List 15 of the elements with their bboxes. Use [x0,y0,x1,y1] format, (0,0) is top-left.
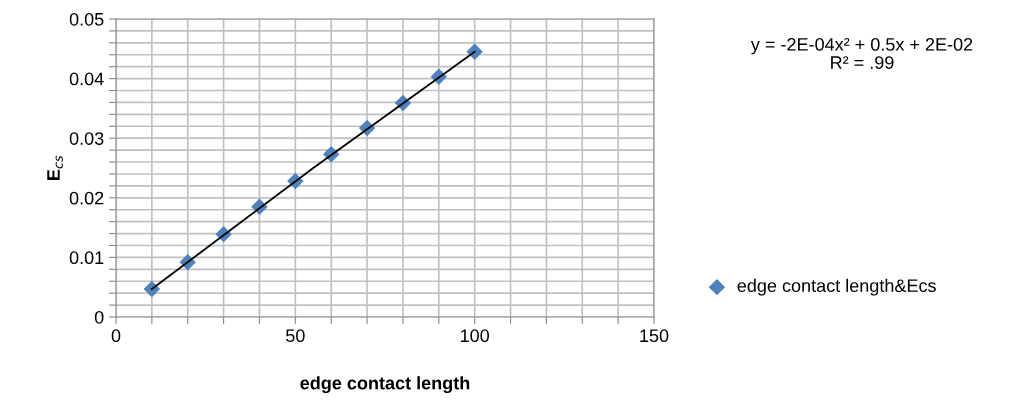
x-axis-title: edge contact length [300,376,470,394]
y-tick-label: 0.02 [69,191,104,205]
y-axis-title: E$_{cs}$ [47,155,63,180]
x-tick-label: 150 [640,329,669,343]
y-tick-label: 0.05 [69,12,104,26]
y-tick-label: 0.03 [69,132,104,145]
point [466,43,483,60]
x-tick-label: 100 [460,329,490,343]
y-tick-label: 0 [94,310,104,324]
y-tick-label: 0.01 [69,251,104,265]
y-tick-label: 0.04 [69,72,104,86]
text: y = -2E-04x² + 0.5x + 2E-02 R² = .99 [750,37,973,69]
x-tick-label: 50 [286,329,305,343]
x-tick-label: 0 [111,329,121,343]
legend-label: edge contact length&Ecs [737,278,936,296]
